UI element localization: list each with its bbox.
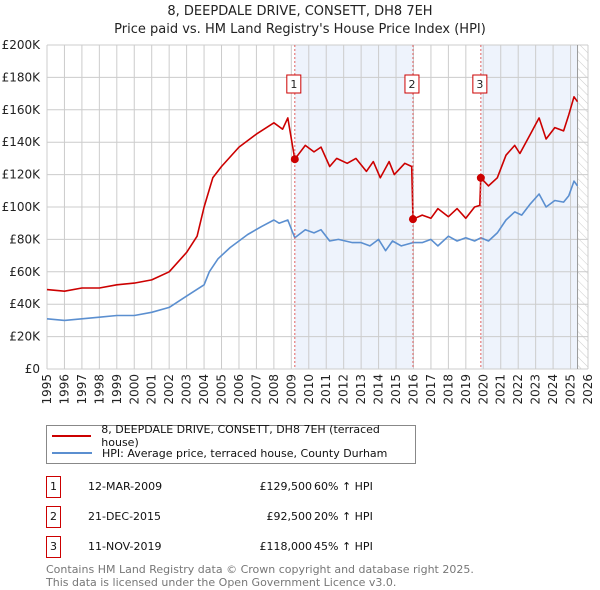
- transaction-hpi-diff: 20% ↑ HPI: [314, 510, 373, 523]
- y-tick-label: £100K: [2, 200, 42, 214]
- x-tick-label: 2017: [424, 374, 438, 405]
- transaction-number: 1: [46, 476, 61, 498]
- x-tick-label: 2006: [232, 374, 246, 405]
- sale-label: 1: [290, 78, 297, 91]
- y-tick-label: £0: [25, 362, 40, 376]
- x-tick-label: 2013: [354, 374, 368, 405]
- legend-label-property: 8, DEEPDALE DRIVE, CONSETT, DH8 7EH (ter…: [101, 423, 380, 449]
- y-tick-label: £60K: [9, 265, 41, 279]
- x-tick-label: 2019: [459, 374, 473, 405]
- x-tick-label: 2010: [302, 374, 316, 405]
- y-tick-label: £140K: [2, 135, 42, 149]
- transaction-date: 21-DEC-2015: [88, 510, 162, 523]
- chart-title: 8, DEEPDALE DRIVE, CONSETT, DH8 7EH: [167, 4, 432, 19]
- transaction-number: 2: [46, 506, 61, 528]
- sale-point: [408, 215, 417, 224]
- x-tick-label: 2008: [267, 374, 281, 405]
- price-chart: 8, DEEPDALE DRIVE, CONSETT, DH8 7EH Pric…: [2, 4, 595, 405]
- x-tick-label: 2003: [180, 374, 194, 405]
- legend: 8, DEEPDALE DRIVE, CONSETT, DH8 7EH (ter…: [46, 423, 416, 464]
- legend-swatch-blue: [52, 452, 92, 454]
- legend-item-property: 8, DEEPDALE DRIVE, CONSETT, DH8 7EH (ter…: [52, 423, 415, 449]
- x-tick-label: 1995: [40, 374, 54, 405]
- y-tick-label: £40K: [9, 297, 41, 311]
- transaction-number: 3: [46, 536, 61, 558]
- transaction-hpi-diff: 60% ↑ HPI: [314, 480, 373, 493]
- transaction-price: £92,500: [266, 510, 313, 523]
- x-tick-label: 2009: [284, 374, 298, 405]
- x-tick-label: 1997: [75, 374, 89, 405]
- x-tick-label: 2000: [127, 374, 141, 405]
- transaction-price: £129,500: [259, 480, 313, 493]
- y-tick-label: £160K: [2, 103, 42, 117]
- x-tick-label: 2004: [197, 374, 211, 405]
- transaction-row: 3 11-NOV-2019 £118,000 45% ↑ HPI: [46, 536, 446, 558]
- sale-label-box: [472, 74, 488, 94]
- x-tick-label: 2016: [406, 374, 420, 405]
- transaction-row: 1 12-MAR-2009 £129,500 60% ↑ HPI: [46, 476, 446, 498]
- transaction-row: 2 21-DEC-2015 £92,500 20% ↑ HPI: [46, 506, 446, 528]
- x-tick-label: 1998: [92, 374, 106, 405]
- x-tick-label: 2025: [564, 374, 578, 405]
- footer-licence: This data is licensed under the Open Gov…: [46, 576, 397, 589]
- transaction-date: 11-NOV-2019: [88, 540, 162, 553]
- x-tick-label: 2026: [581, 374, 595, 405]
- x-tick-label: 2014: [372, 374, 386, 405]
- x-tick-label: 2012: [337, 374, 351, 405]
- x-tick-label: 2011: [319, 374, 333, 405]
- x-tick-label: 2020: [476, 374, 490, 405]
- transaction-date: 12-MAR-2009: [88, 480, 163, 493]
- sale-point: [290, 155, 299, 164]
- sale-point: [476, 173, 485, 182]
- transaction-price: £118,000: [259, 540, 313, 553]
- sale-label-box: [404, 74, 420, 94]
- x-tick-label: 2021: [494, 374, 508, 405]
- footer-copyright: Contains HM Land Registry data © Crown c…: [46, 563, 474, 576]
- legend-swatch-red: [52, 435, 92, 437]
- y-tick-label: £120K: [2, 168, 42, 182]
- x-tick-label: 1996: [57, 374, 71, 405]
- transaction-hpi-diff: 45% ↑ HPI: [314, 540, 373, 553]
- x-tick-label: 2018: [441, 374, 455, 405]
- x-tick-label: 2015: [389, 374, 403, 405]
- x-tick-label: 2001: [145, 374, 159, 405]
- legend-item-hpi: HPI: Average price, terraced house, Coun…: [52, 445, 387, 461]
- legend-label-hpi: HPI: Average price, terraced house, Coun…: [102, 446, 388, 460]
- footer: Contains HM Land Registry data © Crown c…: [46, 563, 474, 589]
- series-line: [46, 180, 579, 322]
- sale-label-box: [286, 74, 302, 94]
- chart-subtitle: Price paid vs. HM Land Registry's House …: [114, 22, 486, 37]
- y-tick-label: £180K: [2, 70, 42, 84]
- x-tick-label: 2002: [162, 374, 176, 405]
- y-tick-label: £200K: [2, 38, 42, 52]
- y-tick-label: £80K: [9, 232, 41, 246]
- sale-label: 3: [476, 78, 483, 91]
- series-line: [46, 96, 579, 292]
- x-tick-label: 2005: [215, 374, 229, 405]
- x-tick-label: 2007: [249, 374, 263, 405]
- x-tick-label: 1999: [110, 374, 124, 405]
- sale-label: 2: [408, 78, 415, 91]
- x-tick-label: 2022: [511, 374, 525, 405]
- y-tick-label: £20K: [9, 330, 41, 344]
- x-tick-label: 2024: [546, 374, 560, 405]
- x-tick-label: 2023: [529, 374, 543, 405]
